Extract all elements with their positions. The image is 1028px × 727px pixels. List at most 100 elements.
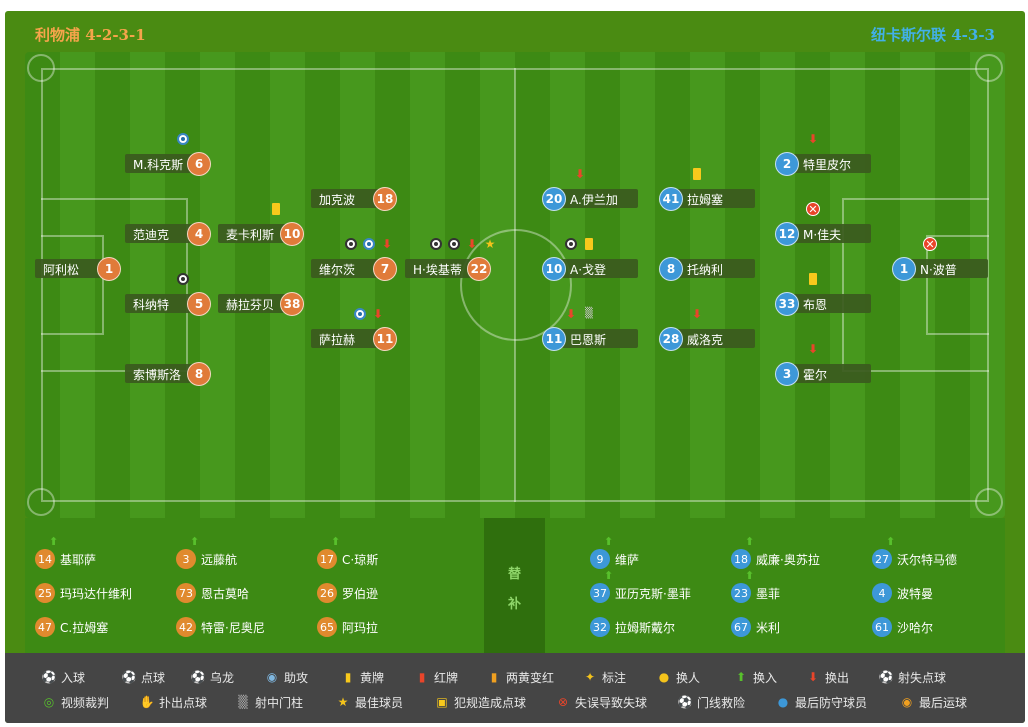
- player-bar: [311, 259, 391, 278]
- legend-item-pen-save: ✋ 扑出点球: [139, 694, 208, 710]
- away-player[interactable]: A·戈登 10: [542, 238, 638, 281]
- substitute-number: 61: [872, 617, 892, 637]
- yellow-icon: [582, 237, 596, 251]
- player-name: 巴恩斯: [570, 333, 607, 347]
- goal-icon: [344, 237, 358, 251]
- player-number: 2: [775, 152, 799, 176]
- goal-icon: [176, 272, 190, 286]
- substitute-name: 沃尔特马德: [897, 553, 958, 567]
- substitute-number: 23: [731, 583, 751, 603]
- substitute-name: 基耶萨: [60, 553, 97, 567]
- home-player[interactable]: 维尔茨 7 ⬇: [311, 238, 407, 281]
- away-player[interactable]: 威洛克 28 ⬇: [659, 308, 755, 351]
- football-pitch: 阿利松 1 M.科克斯 6 范迪克 4 科纳特 5 索博斯洛 8 麦卡利斯 10 赫拉芬贝 38 加克波 18…: [25, 52, 1005, 518]
- substitute-name: 玛玛达什维利: [60, 587, 133, 601]
- post-icon: ▒: [585, 308, 593, 319]
- card-shape: [272, 203, 280, 215]
- player-bar: [125, 224, 205, 243]
- sub-in-arrow-icon: ⬆: [886, 535, 896, 548]
- away-player[interactable]: M·佳夫 12 ✕: [775, 202, 871, 246]
- away-team-formation: 纽卡斯尔联 4-3-3: [871, 26, 995, 44]
- yellow-icon: [806, 272, 820, 286]
- substitute-number: 65: [317, 617, 337, 637]
- home-player[interactable]: 赫拉芬贝 38: [218, 292, 314, 316]
- legend-item-pen-miss: ⚽ 射失点球: [878, 669, 947, 685]
- legend-item-red: ▮ 红牌: [414, 669, 458, 685]
- pen-save-icon: ✋: [139, 695, 155, 709]
- away-player[interactable]: A.伊兰加 20 ⬇: [542, 168, 638, 211]
- home-player[interactable]: 麦卡利斯 10: [218, 203, 314, 246]
- home-player[interactable]: 萨拉赫 11 ⬇: [311, 308, 407, 351]
- away-player[interactable]: 霍尔 3 ⬇: [775, 343, 871, 386]
- away-player[interactable]: 特里皮尔 2 ⬇: [775, 133, 871, 176]
- goal-icon: [447, 237, 461, 251]
- away-player[interactable]: 托纳利 8: [659, 257, 755, 281]
- substitute-name: 拉姆斯戴尔: [615, 621, 676, 635]
- player-bar: [405, 259, 485, 278]
- substitute-name: 罗伯逊: [342, 587, 379, 601]
- home-player[interactable]: H·埃基蒂 22 ⬇ ★: [405, 238, 501, 281]
- home-player[interactable]: 加克波 18: [311, 187, 407, 211]
- home-player[interactable]: 科纳特 5: [125, 273, 221, 316]
- away-player[interactable]: 拉姆塞 41: [659, 168, 755, 211]
- player-number: 33: [775, 292, 799, 316]
- player-bar: [669, 329, 755, 348]
- assist-shape: [354, 308, 366, 320]
- sub-in-arrow-icon: ⬆: [331, 535, 341, 548]
- assist-icon: [353, 307, 367, 321]
- legend-label: 失误导致失球: [575, 695, 648, 710]
- player-bar: [125, 294, 205, 313]
- home-player[interactable]: 索博斯洛 8: [125, 362, 221, 386]
- away-player[interactable]: 布恩 33: [775, 273, 871, 316]
- legend-item-assist: ◉ 助攻: [264, 669, 308, 685]
- pen-miss-icon: ⚽: [878, 670, 894, 684]
- away-player[interactable]: 巴恩斯 11 ⬇ ▒: [542, 308, 638, 351]
- substitute-name: 维萨: [615, 553, 640, 567]
- home-goal-area: [41, 235, 104, 335]
- player-name: 布恩: [803, 298, 828, 312]
- substitute-name: 远藤航: [201, 553, 238, 567]
- home-player[interactable]: 阿利松 1: [35, 257, 131, 281]
- player-bar: [311, 329, 391, 348]
- player-bar: [552, 189, 638, 208]
- corner-arc: [27, 488, 55, 516]
- error-shape: ✕: [923, 237, 937, 251]
- player-number: 18: [373, 187, 397, 211]
- home-penalty-area: [41, 198, 188, 372]
- yellow-icon: [269, 202, 283, 216]
- legend-label: 点球: [141, 670, 166, 685]
- out-icon: ⬇: [372, 307, 384, 321]
- player-bar: [125, 154, 205, 173]
- red-icon: ▮: [418, 670, 426, 684]
- substitute-name: 米利: [756, 621, 781, 635]
- legend-label: 犯规造成点球: [454, 695, 527, 710]
- substitute-name: 波特曼: [897, 587, 934, 601]
- sub-in-arrow-icon: ⬆: [604, 535, 614, 548]
- home-player[interactable]: 范迪克 4: [125, 222, 221, 246]
- var-icon: ◎: [43, 695, 55, 709]
- player-number: 4: [187, 222, 211, 246]
- assist-icon: ◉: [266, 670, 278, 684]
- player-number: 7: [373, 257, 397, 281]
- away-goal-area: [926, 235, 989, 335]
- substitute-name: 亚历克斯·墨菲: [615, 587, 691, 601]
- player-number: 8: [659, 257, 683, 281]
- substitute-number: 42: [176, 617, 196, 637]
- card-shape: [693, 168, 701, 180]
- card-shape: [585, 238, 593, 250]
- error-icon: ✕: [806, 202, 820, 216]
- goal-icon: [429, 237, 443, 251]
- sub-in-arrow-icon: ⬆: [190, 535, 200, 548]
- sub-in-arrow-icon: ⬆: [745, 535, 755, 548]
- legend-item-penalty: ⚽ 点球: [121, 669, 166, 685]
- star-icon: ★: [484, 237, 496, 251]
- substitute-number: 47: [35, 617, 55, 637]
- away-player[interactable]: N·波普 1 ✕: [892, 237, 988, 281]
- substitute-number: 4: [872, 583, 892, 603]
- home-player[interactable]: M.科克斯 6: [125, 133, 221, 176]
- player-number: 22: [467, 257, 491, 281]
- substitute-number: 27: [872, 549, 892, 569]
- card-shape: [809, 273, 817, 285]
- substitute-number: 25: [35, 583, 55, 603]
- player-number: 11: [542, 327, 566, 351]
